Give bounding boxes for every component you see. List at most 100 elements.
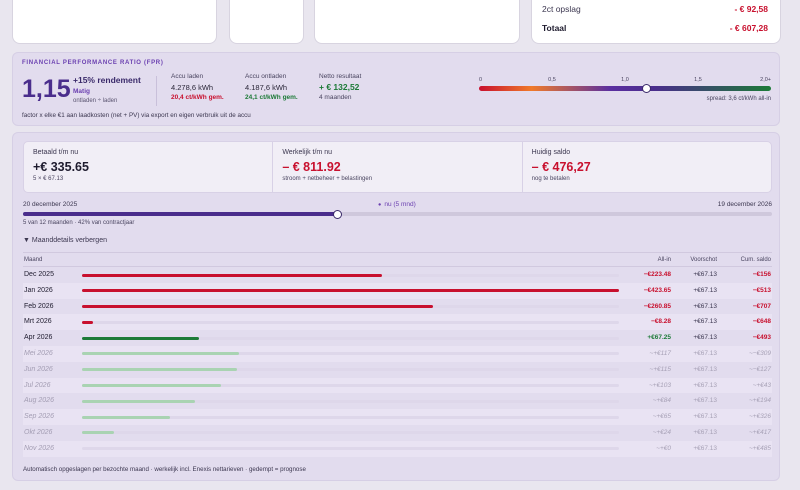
fpr-bonus: +15% rendement <box>73 75 141 85</box>
allin-value: ~+€0 <box>656 444 671 452</box>
month-bar <box>82 352 240 356</box>
month-bar-track <box>82 368 619 372</box>
cum-saldo-value: ~−€127 <box>748 365 771 373</box>
ontladen-label: Accu ontladen <box>245 73 287 80</box>
month-label: Feb 2026 <box>24 302 54 310</box>
progress-now: nu (5 mnd) <box>378 201 415 208</box>
summary-label: Totaal <box>542 23 567 33</box>
netto-sub: 4 maanden <box>319 94 352 101</box>
month-bar-track <box>82 336 619 340</box>
top-card-1 <box>12 0 217 44</box>
scale-tick: 0,5 <box>548 77 556 83</box>
progress-start: 20 december 2025 <box>23 201 78 208</box>
month-table: Maand All-in Voorschot Cum. saldo Dec 20… <box>23 252 772 457</box>
fpr-col-netto: Netto resultaat + € 132,52 4 maanden <box>319 73 361 101</box>
allin-value: ~+€24 <box>652 428 671 436</box>
fpr-scale: 0 0,5 1,0 1,5 2,0+ spread: 3,6 ct/kWh all-in <box>479 77 771 102</box>
voorschot-value: +€67.13 <box>693 318 717 326</box>
stat-value: – € 476,27 <box>531 160 591 174</box>
table-row: Jul 2026 ~+€103 +€67.13 ~+€43 <box>23 377 772 394</box>
allin-value: −€423.65 <box>643 286 671 294</box>
summary-value: - € 607,28 <box>729 23 768 33</box>
month-bar-track <box>82 273 619 277</box>
summary-row-opslag: 2ct opslag - € 92,58 <box>542 4 768 14</box>
voorschot-value: +€67.13 <box>693 286 717 294</box>
summary-label: 2ct opslag <box>542 4 581 14</box>
month-bar-track <box>82 305 619 309</box>
stat-sub: stroom + netbeheer + belastingen <box>282 176 373 182</box>
cum-saldo-value: ~+€194 <box>748 397 771 405</box>
th-allin: All-in <box>657 257 671 263</box>
month-bar <box>82 399 195 403</box>
cum-saldo-value: −€513 <box>752 286 771 294</box>
stat-label: Werkelijk t/m nu <box>282 149 332 156</box>
table-row: Okt 2026 ~+€24 +€67.13 ~+€417 <box>23 425 772 441</box>
month-bar <box>82 431 115 435</box>
month-label: Mrt 2026 <box>24 318 52 326</box>
progress-end: 19 december 2026 <box>717 201 772 208</box>
fpr-ratio: 1,15 <box>22 75 71 103</box>
stat-saldo: Huidig saldo – € 476,27 nog te betalen <box>523 142 771 192</box>
stats-card: Betaald t/m nu +€ 335.65 5 × € 67.13 Wer… <box>23 141 772 193</box>
ontladen-rate: 24,1 ct/kWh gem. <box>245 94 298 101</box>
month-label: Okt 2026 <box>24 428 53 436</box>
month-bar <box>82 305 433 309</box>
allin-value: ~+€117 <box>649 349 671 357</box>
month-bar-track <box>82 384 619 388</box>
month-label: Jun 2026 <box>24 365 53 373</box>
stat-werkelijk: Werkelijk t/m nu – € 811.92 stroom + net… <box>273 142 523 192</box>
voorschot-value: +€67.13 <box>693 302 717 310</box>
cum-saldo-value: −€707 <box>752 302 771 310</box>
fpr-col-ontladen: Accu ontladen 4.187,6 kWh 24,1 ct/kWh ge… <box>245 73 298 101</box>
month-bar-track <box>82 289 619 293</box>
table-row: Apr 2026 +€67.25 +€67.13 −€493 <box>23 330 772 346</box>
toggle-month-details[interactable]: ▼ Maanddetails verbergen <box>23 237 107 244</box>
table-row: Feb 2026 −€260.85 +€67.13 −€707 <box>23 299 772 315</box>
ontladen-kwh: 4.187,6 kWh <box>245 83 288 92</box>
voorschot-value: +€67.13 <box>693 365 717 373</box>
progress-fill <box>23 212 338 216</box>
top-card-3 <box>314 0 520 44</box>
cum-saldo-value: −€493 <box>752 334 771 342</box>
laden-label: Accu laden <box>171 73 204 80</box>
th-month: Maand <box>24 257 43 263</box>
fpr-status-sub: ontladen ÷ laden <box>73 98 118 104</box>
stat-value: – € 811.92 <box>282 160 341 174</box>
month-label: Jan 2026 <box>24 286 53 294</box>
cum-saldo-value: ~+€43 <box>752 381 771 389</box>
th-voorschot: Voorschot <box>690 257 717 263</box>
month-bar <box>82 336 200 340</box>
allin-value: −€223.48 <box>643 271 671 278</box>
month-label: Dec 2025 <box>24 271 54 278</box>
table-header: Maand All-in Voorschot Cum. saldo <box>23 252 772 267</box>
month-bar-track <box>82 352 619 356</box>
month-bar <box>82 384 221 388</box>
month-label: Nov 2026 <box>24 444 54 452</box>
stat-sub: 5 × € 67.13 <box>33 176 64 182</box>
netto-value: + € 132,52 <box>319 82 360 92</box>
scale-tick: 2,0+ <box>760 77 771 83</box>
allin-value: −€8.28 <box>650 318 671 326</box>
cum-saldo-value: −€648 <box>752 318 771 326</box>
month-label: Jul 2026 <box>24 381 51 389</box>
month-bar-track <box>82 320 619 324</box>
month-bar-track <box>82 415 619 419</box>
stat-value: +€ 335.65 <box>33 160 89 174</box>
month-label: Aug 2026 <box>24 397 54 405</box>
voorschot-value: +€67.13 <box>693 428 717 436</box>
cost-summary-card: 2ct opslag - € 92,58 Totaal - € 607,28 <box>531 0 781 44</box>
month-bar <box>82 289 619 293</box>
voorschot-value: +€67.13 <box>693 271 717 278</box>
summary-row-total: Totaal - € 607,28 <box>542 23 768 33</box>
fpr-status: Matig <box>73 88 90 95</box>
month-bar <box>82 368 237 372</box>
month-label: Mei 2026 <box>24 349 53 357</box>
voorschot-value: +€67.13 <box>693 413 717 421</box>
stat-sub: nog te betalen <box>531 176 570 182</box>
fpr-panel: FINANCIAL PERFORMANCE RATIO (FPR) 1,15 +… <box>12 52 780 126</box>
table-row: Nov 2026 ~+€0 +€67.13 ~+€485 <box>23 440 772 457</box>
table-row: Mrt 2026 −€8.28 +€67.13 −€648 <box>23 314 772 331</box>
scale-ticks: 0 0,5 1,0 1,5 2,0+ <box>479 77 771 85</box>
voorschot-value: +€67.13 <box>693 381 717 389</box>
month-bar <box>82 273 382 277</box>
